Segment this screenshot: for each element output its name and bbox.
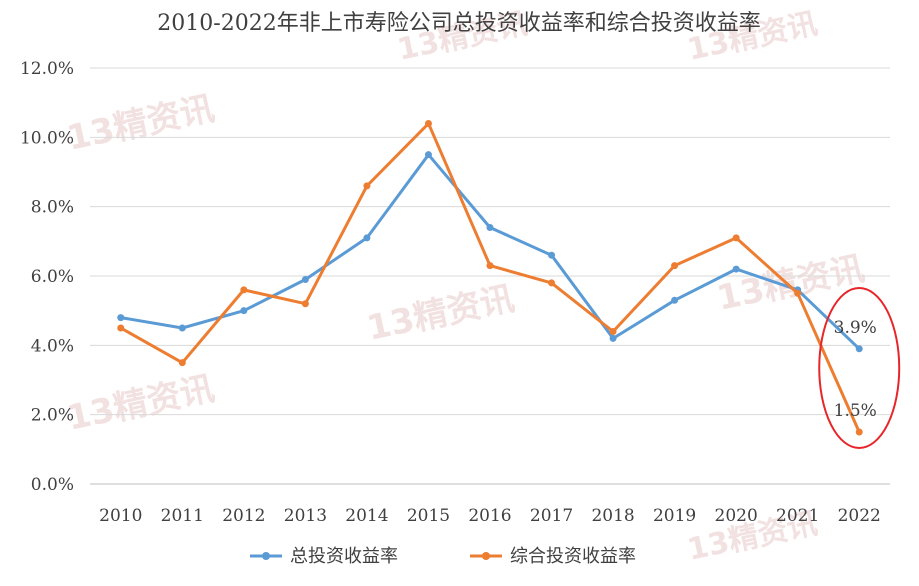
series-1 (117, 151, 863, 353)
data-point (671, 262, 679, 270)
x-tick-label: 2010 (99, 506, 142, 526)
y-tick-label: 0.0% (31, 475, 74, 495)
data-label: 3.9% (834, 318, 877, 338)
legend-point-marker (482, 552, 490, 560)
legend-item: 总投资收益率 (250, 546, 398, 567)
highlight-ellipse (818, 287, 901, 449)
y-axis-tick-labels: 0.0% 2.0% 4.0% 6.0% 8.0% 10.0% 12.0% (20, 59, 74, 495)
data-point (609, 334, 617, 342)
x-tick-label: 2013 (284, 506, 327, 526)
data-point (178, 324, 186, 332)
watermark-text: 13精资讯 (64, 89, 218, 159)
y-tick-label: 12.0% (20, 59, 74, 79)
watermark-text: 13精资讯 (714, 249, 868, 319)
data-point (486, 262, 494, 270)
data-point (671, 296, 679, 304)
x-tick-label: 2022 (838, 506, 881, 526)
legend-label: 综合投资收益率 (510, 546, 636, 567)
data-point (548, 251, 556, 259)
data-point (424, 151, 432, 159)
legend-item: 综合投资收益率 (470, 546, 636, 567)
watermark-text: 13精资讯 (64, 369, 218, 439)
x-tick-label: 2019 (653, 506, 696, 526)
legend-point-marker (262, 552, 270, 560)
data-point (363, 182, 371, 190)
y-tick-label: 8.0% (31, 198, 74, 218)
data-point (794, 289, 802, 297)
y-tick-label: 10.0% (20, 128, 74, 148)
y-tick-label: 6.0% (31, 267, 74, 287)
x-tick-label: 2014 (345, 506, 388, 526)
x-tick-label: 2011 (161, 506, 204, 526)
data-point (178, 359, 186, 367)
data-point (363, 234, 371, 242)
chart-title: 2010-2022年非上市寿险公司总投资收益率和综合投资收益率 (157, 11, 760, 36)
data-point (486, 223, 494, 231)
annotations: 3.9% 1.5% (818, 287, 901, 449)
x-axis-tick-labels: 2010 2011 2012 2013 2014 2015 2016 2017 2018 2019… (99, 506, 881, 526)
data-point (732, 234, 740, 242)
series-lines (117, 119, 863, 436)
legend-label: 总投资收益率 (290, 546, 398, 567)
data-label: 1.5% (834, 401, 877, 421)
data-point (117, 314, 125, 322)
watermark-text: 13精资讯 (364, 279, 518, 349)
data-point (424, 119, 432, 127)
data-point (117, 324, 125, 332)
x-tick-label: 2020 (715, 506, 758, 526)
data-point (855, 428, 863, 436)
x-tick-label: 2015 (407, 506, 450, 526)
series-2 (117, 119, 863, 436)
y-tick-label: 4.0% (31, 336, 74, 356)
gridlines (90, 67, 890, 485)
x-tick-label: 2012 (222, 506, 265, 526)
legend: 总投资收益率 综合投资收益率 (250, 546, 636, 567)
data-point (548, 279, 556, 287)
data-point (732, 265, 740, 273)
x-tick-label: 2016 (468, 506, 511, 526)
x-tick-label: 2021 (776, 506, 819, 526)
y-tick-label: 2.0% (31, 406, 74, 426)
data-point (240, 307, 248, 315)
data-point (609, 327, 617, 335)
data-point (301, 300, 309, 308)
data-point (301, 275, 309, 283)
x-tick-label: 2017 (530, 506, 573, 526)
data-point (855, 345, 863, 353)
data-point (240, 286, 248, 294)
x-tick-label: 2018 (591, 506, 634, 526)
